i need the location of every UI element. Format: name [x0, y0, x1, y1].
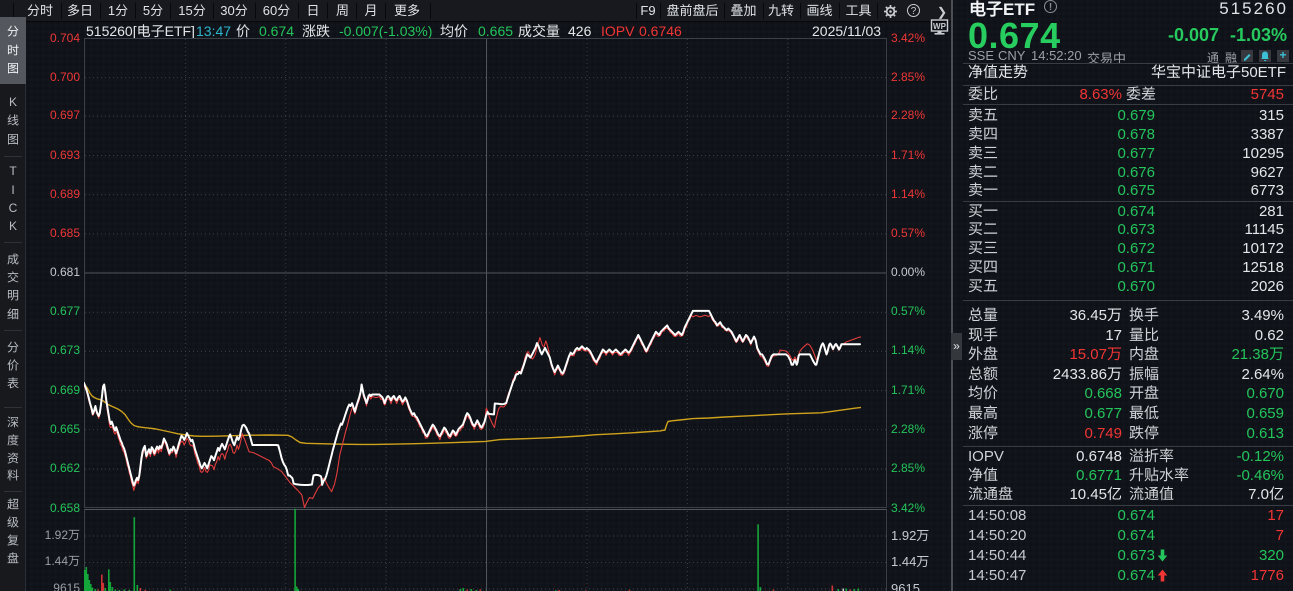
- svg-text:WP: WP: [933, 22, 947, 31]
